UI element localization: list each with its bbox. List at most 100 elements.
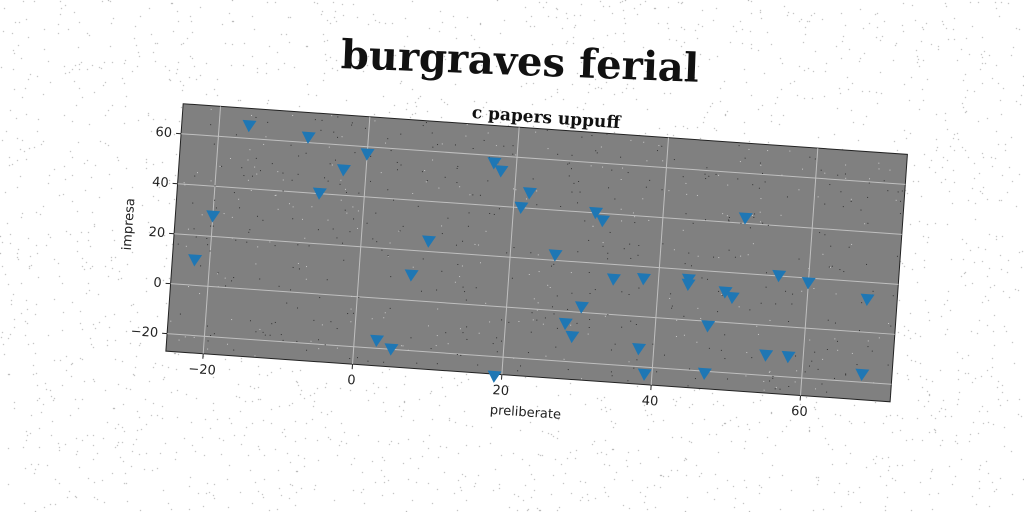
speckle-dot xyxy=(630,321,631,322)
speckle-dot xyxy=(289,203,290,204)
speckle-dot xyxy=(346,213,347,214)
speckle-dot xyxy=(531,332,532,333)
speckle-dot xyxy=(211,180,212,181)
speckle-dot xyxy=(370,181,371,182)
speckle-dot xyxy=(337,328,338,329)
speckle-dot xyxy=(248,180,249,181)
speckle-dot xyxy=(385,312,386,313)
speckle-dot xyxy=(309,245,310,246)
speckle-dot xyxy=(661,146,662,147)
speckle-dot xyxy=(315,119,316,120)
speckle-dot xyxy=(257,246,258,247)
speckle-dot xyxy=(900,213,901,214)
speckle-dot xyxy=(501,319,502,320)
speckle-dot xyxy=(306,153,307,154)
speckle-dot xyxy=(753,217,754,218)
speckle-dot xyxy=(318,348,319,349)
speckle-dot xyxy=(834,338,835,339)
speckle-dot xyxy=(809,157,810,158)
speckle-dot xyxy=(441,225,442,226)
speckle-dot xyxy=(766,287,767,288)
speckle-dot xyxy=(436,289,437,290)
speckle-dot xyxy=(437,308,438,309)
speckle-dot xyxy=(207,349,208,350)
speckle-dot xyxy=(624,248,625,249)
speckle-dot xyxy=(856,364,857,365)
speckle-dot xyxy=(700,318,701,319)
speckle-dot xyxy=(298,263,299,264)
speckle-dot xyxy=(306,266,307,267)
speckle-dot xyxy=(592,226,593,227)
speckle-dot xyxy=(670,293,671,294)
speckle-dot xyxy=(330,163,331,164)
speckle-dot xyxy=(591,135,592,136)
speckle-dot xyxy=(758,334,759,335)
speckle-dot xyxy=(683,316,684,317)
speckle-dot xyxy=(485,303,486,304)
speckle-dot xyxy=(170,321,171,322)
speckle-dot xyxy=(606,133,607,134)
speckle-dot xyxy=(390,276,391,277)
speckle-dot xyxy=(802,169,803,170)
speckle-dot xyxy=(897,256,898,257)
speckle-dot xyxy=(401,345,402,346)
speckle-dot xyxy=(437,144,438,145)
speckle-dot xyxy=(707,279,708,280)
speckle-dot xyxy=(513,188,514,189)
speckle-dot xyxy=(818,369,819,370)
speckle-dot xyxy=(648,220,649,221)
speckle-dot xyxy=(318,229,319,230)
speckle-dot xyxy=(398,231,399,232)
speckle-dot xyxy=(279,286,280,287)
speckle-dot xyxy=(557,328,558,329)
speckle-dot xyxy=(497,351,498,352)
y-tick-label: 60 xyxy=(155,125,173,141)
speckle-dot xyxy=(867,197,868,198)
speckle-dot xyxy=(809,366,810,367)
speckle-dot xyxy=(571,168,572,169)
y-axis-label: impresa xyxy=(120,198,139,251)
speckle-dot xyxy=(787,196,788,197)
speckle-dot xyxy=(224,213,225,214)
speckle-dot xyxy=(292,115,293,116)
speckle-dot xyxy=(357,357,358,358)
speckle-dot xyxy=(337,348,338,349)
speckle-dot xyxy=(432,159,433,160)
speckle-dot xyxy=(343,260,344,261)
speckle-dot xyxy=(367,223,368,224)
speckle-dot xyxy=(768,225,769,226)
speckle-dot xyxy=(688,253,689,254)
speckle-dot xyxy=(796,370,797,371)
speckle-dot xyxy=(423,125,424,126)
speckle-dot xyxy=(278,209,279,210)
speckle-dot xyxy=(293,206,294,207)
speckle-dot xyxy=(296,341,297,342)
speckle-dot xyxy=(347,313,348,314)
speckle-dot xyxy=(318,339,319,340)
speckle-dot xyxy=(821,170,822,171)
speckle-dot xyxy=(751,357,752,358)
speckle-dot xyxy=(879,337,880,338)
speckle-dot xyxy=(843,271,844,272)
speckle-dot xyxy=(674,249,675,250)
speckle-dot xyxy=(370,156,371,157)
speckle-dot xyxy=(333,228,334,229)
speckle-dot xyxy=(263,144,264,145)
speckle-dot xyxy=(628,172,629,173)
speckle-dot xyxy=(843,206,844,207)
speckle-dot xyxy=(532,312,533,313)
speckle-dot xyxy=(536,204,537,205)
speckle-dot xyxy=(555,347,556,348)
speckle-dot xyxy=(239,207,240,208)
speckle-dot xyxy=(636,359,637,360)
speckle-dot xyxy=(298,155,299,156)
speckle-dot xyxy=(761,303,762,304)
speckle-dot xyxy=(608,187,609,188)
speckle-dot xyxy=(551,266,552,267)
speckle-dot xyxy=(705,178,706,179)
speckle-dot xyxy=(808,268,809,269)
speckle-dot xyxy=(781,175,782,176)
speckle-dot xyxy=(441,271,442,272)
speckle-dot xyxy=(184,184,185,185)
y-tick-label: −20 xyxy=(130,324,158,341)
